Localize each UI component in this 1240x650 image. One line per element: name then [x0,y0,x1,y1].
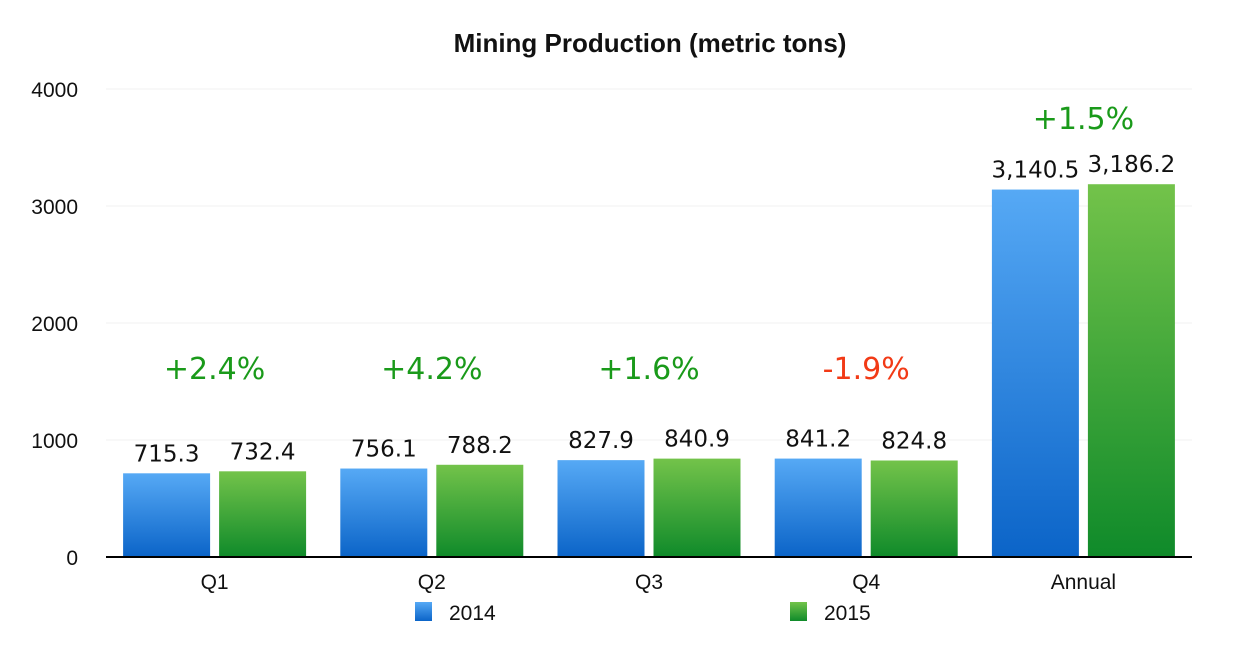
percent-change-annotation: +2.4% [164,352,265,387]
data-label: 788.2 [447,433,513,459]
bar-2014-q4 [774,458,862,557]
bar-2014-annual [991,189,1079,557]
data-label: 824.8 [881,428,947,454]
data-label: 756.1 [351,437,417,463]
percent-change-annotation: +4.2% [381,352,482,387]
percent-change-annotation: +1.5% [1033,102,1134,137]
percent-change-annotation: +1.6% [598,352,699,387]
legend-swatch-2015 [790,602,807,621]
bar-2014-q3 [557,460,645,557]
x-tick-label: Q1 [201,571,229,594]
bar-2014-q2 [340,468,428,557]
data-label: 840.9 [664,427,730,453]
legend-swatch-2014 [415,602,432,621]
y-tick-label: 3000 [31,196,78,219]
x-tick-label: Annual [1051,571,1116,594]
x-tick-label: Q3 [635,571,663,594]
bar-2015-q2 [436,464,524,557]
legend-label: 2014 [449,602,496,625]
data-label: 732.4 [230,439,296,465]
bars [123,184,1175,557]
bar-2015-annual [1087,184,1175,557]
legend-label: 2015 [824,602,871,625]
x-tick-label: Q2 [418,571,446,594]
data-label: 841.2 [785,427,851,453]
y-tick-label: 4000 [31,79,78,102]
y-tick-label: 0 [66,547,78,570]
bar-2015-q4 [870,460,958,557]
data-label: 3,186.2 [1088,152,1176,178]
bar-2015-q3 [653,458,741,557]
bar-2015-q1 [219,471,307,557]
legend: 2014 2015 [415,602,871,625]
y-tick-label: 1000 [31,430,78,453]
bar-2014-q1 [123,473,211,557]
y-tick-label: 2000 [31,313,78,336]
chart-title: Mining Production (metric tons) [454,28,847,58]
data-labels: 715.3 732.4 Q1 756.1 788.2 Q2 827.9 840.9 Q3 841.… [134,102,1176,594]
percent-change-annotation: -1.9% [823,352,910,387]
data-label: 827.9 [568,428,634,454]
x-tick-label: Q4 [852,571,880,594]
data-label: 715.3 [134,441,200,467]
data-label: 3,140.5 [992,158,1080,184]
